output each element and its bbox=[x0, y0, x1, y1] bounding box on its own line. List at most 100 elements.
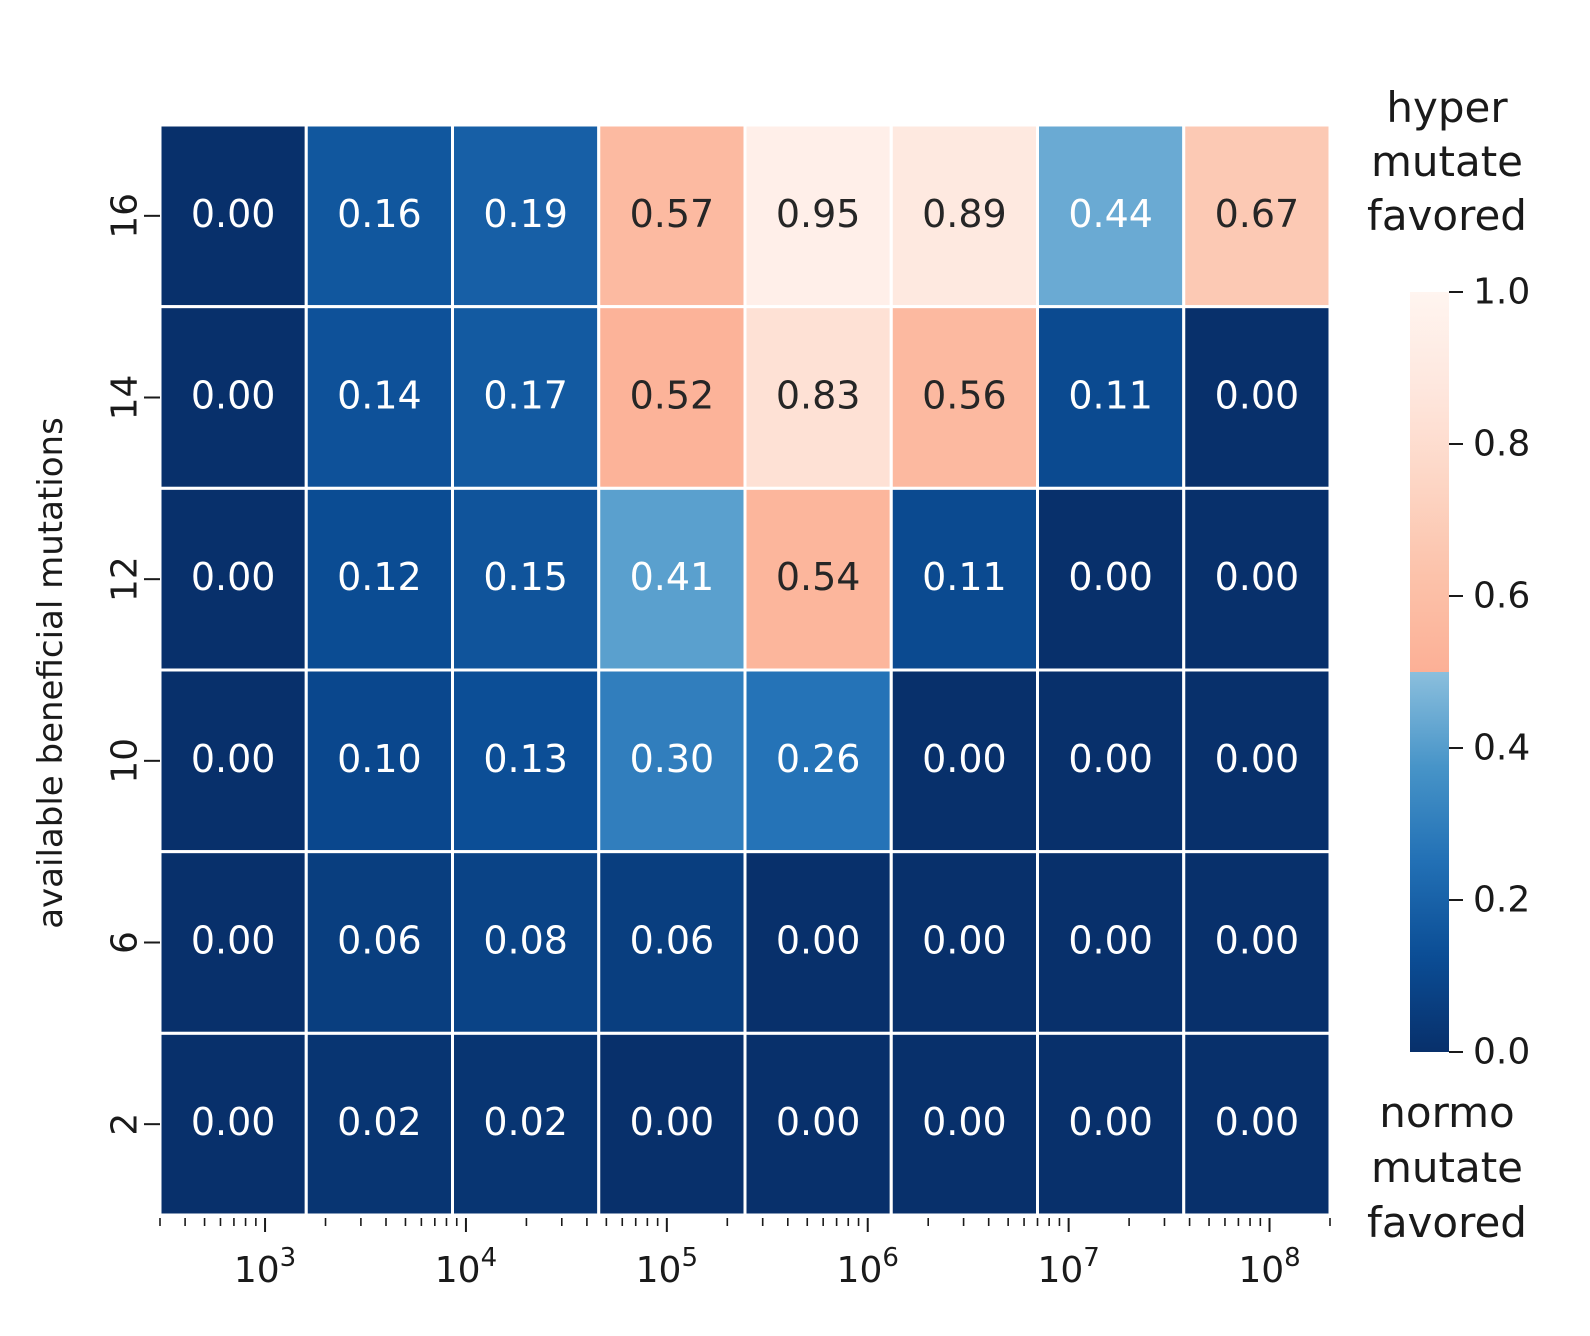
heatmap-cell bbox=[451, 668, 601, 854]
cell-value-label: 0.13 bbox=[483, 737, 568, 781]
colorbar-tick-label: 0.4 bbox=[1473, 728, 1530, 769]
x-tick-label: 108 bbox=[1238, 1243, 1300, 1291]
cell-value-label: 0.00 bbox=[1068, 919, 1153, 963]
heatmap-cell bbox=[451, 486, 601, 672]
heatmap-cell bbox=[743, 668, 893, 854]
cell-value-label: 0.11 bbox=[1068, 374, 1153, 418]
cell-value-label: 0.00 bbox=[191, 1100, 276, 1144]
cell-value-label: 0.00 bbox=[1215, 737, 1300, 781]
colorbar-tick-label: 0.8 bbox=[1473, 424, 1530, 465]
heatmap-cell bbox=[304, 305, 454, 490]
colorbar-top-label: hyper mutate favored bbox=[1367, 83, 1527, 240]
cell-value-label: 0.41 bbox=[630, 555, 715, 599]
cell-value-label: 0.54 bbox=[776, 555, 861, 599]
cell-value-label: 0.02 bbox=[337, 1100, 422, 1144]
cell-value-label: 0.00 bbox=[776, 919, 861, 963]
colorbar-bottom-label-line1: normo bbox=[1379, 1088, 1514, 1137]
x-tick-label: 107 bbox=[1037, 1243, 1099, 1291]
heatmap-cell bbox=[1182, 1031, 1332, 1217]
y-tick-label: 14 bbox=[105, 375, 146, 421]
heatmap-cell bbox=[743, 486, 893, 672]
colorbar-tick-label: 0.2 bbox=[1473, 880, 1530, 921]
heatmap-cell bbox=[1036, 850, 1186, 1035]
colorbar-bottom-label-line3: favored bbox=[1367, 1198, 1527, 1247]
x-tick-label: 103 bbox=[234, 1243, 296, 1291]
heatmap-cell bbox=[743, 1031, 893, 1217]
colorbar-top-label-line1: hyper bbox=[1386, 83, 1508, 132]
heatmap-cell bbox=[451, 1031, 601, 1217]
cell-value-label: 0.30 bbox=[630, 737, 715, 781]
cell-value-label: 0.00 bbox=[191, 192, 276, 236]
colorbar-tick-label: 1.0 bbox=[1473, 272, 1530, 313]
cell-value-label: 0.06 bbox=[337, 919, 422, 963]
heatmap-cell bbox=[1036, 486, 1186, 672]
heatmap-cell bbox=[158, 1031, 308, 1217]
heatmap-cell bbox=[1036, 668, 1186, 854]
cell-value-label: 0.56 bbox=[922, 374, 1007, 418]
cell-value-label: 0.44 bbox=[1068, 192, 1153, 236]
heatmap-cell bbox=[1182, 305, 1332, 490]
cell-value-label: 0.10 bbox=[337, 737, 422, 781]
y-tick-label: 16 bbox=[105, 193, 146, 239]
heatmap-cell bbox=[889, 1031, 1039, 1217]
colorbar-bar bbox=[1410, 292, 1449, 1052]
cell-value-label: 0.00 bbox=[1215, 919, 1300, 963]
x-tick-label: 106 bbox=[837, 1243, 899, 1291]
cell-value-label: 0.08 bbox=[483, 919, 568, 963]
cell-value-label: 0.02 bbox=[483, 1100, 568, 1144]
cell-value-label: 0.16 bbox=[337, 192, 422, 236]
cell-value-label: 0.12 bbox=[337, 555, 422, 599]
heatmap-cells: 0.00 0.16 0.19 0.57 0.95 0.89 0.44 0.67 0.00 0.14… bbox=[158, 123, 1332, 1217]
heatmap-cell bbox=[304, 123, 454, 309]
y-tick-label: 2 bbox=[105, 1113, 146, 1136]
cell-value-label: 0.00 bbox=[922, 737, 1007, 781]
cell-value-label: 0.89 bbox=[922, 192, 1007, 236]
heatmap-cell bbox=[1036, 1031, 1186, 1217]
heatmap-cell bbox=[1182, 850, 1332, 1035]
colorbar-bottom-label-line2: mutate bbox=[1371, 1143, 1523, 1192]
x-axis: 103 104 105 106 107 108 bbox=[159, 1218, 1331, 1291]
cell-value-label: 0.00 bbox=[1068, 737, 1153, 781]
cell-value-label: 0.19 bbox=[483, 192, 568, 236]
cell-value-label: 0.11 bbox=[922, 555, 1007, 599]
cell-value-label: 0.00 bbox=[1215, 374, 1300, 418]
colorbar-tick-label: 0.6 bbox=[1473, 576, 1530, 617]
cell-value-label: 0.83 bbox=[776, 374, 861, 418]
heatmap-cell bbox=[889, 305, 1039, 490]
cell-value-label: 0.00 bbox=[922, 919, 1007, 963]
cell-value-label: 0.57 bbox=[630, 192, 715, 236]
cell-value-label: 0.06 bbox=[630, 919, 715, 963]
colorbar-top-label-line2: mutate bbox=[1371, 137, 1523, 186]
heatmap-cell bbox=[597, 668, 747, 854]
colorbar: 0.0 0.2 0.4 0.6 0.8 1.0 bbox=[1410, 272, 1530, 1073]
heatmap-cell bbox=[889, 486, 1039, 672]
y-axis: 16 14 12 10 6 2 bbox=[105, 193, 160, 1136]
colorbar-bottom-label: normo mutate favored bbox=[1367, 1088, 1527, 1247]
cell-value-label: 0.14 bbox=[337, 374, 422, 418]
cell-value-label: 0.00 bbox=[1068, 555, 1153, 599]
heatmap-cell bbox=[304, 486, 454, 672]
cell-value-label: 0.00 bbox=[1068, 1100, 1153, 1144]
y-tick-label: 10 bbox=[105, 738, 146, 784]
heatmap-cell bbox=[743, 850, 893, 1035]
cell-value-label: 0.67 bbox=[1215, 192, 1300, 236]
cell-value-label: 0.00 bbox=[191, 555, 276, 599]
heatmap-cell bbox=[597, 850, 747, 1035]
cell-value-label: 0.17 bbox=[483, 374, 568, 418]
cell-value-label: 0.00 bbox=[630, 1100, 715, 1144]
heatmap-cell bbox=[158, 123, 308, 309]
cell-value-label: 0.00 bbox=[1215, 555, 1300, 599]
cell-value-label: 0.26 bbox=[776, 737, 861, 781]
cell-value-label: 0.52 bbox=[630, 374, 715, 418]
heatmap-cell bbox=[889, 123, 1039, 309]
cell-value-label: 0.00 bbox=[191, 737, 276, 781]
cell-value-label: 0.00 bbox=[776, 1100, 861, 1144]
heatmap-cell bbox=[451, 123, 601, 309]
cell-value-label: 0.95 bbox=[776, 192, 861, 236]
y-axis-label: available beneficial mutations bbox=[31, 417, 71, 929]
x-tick-label: 104 bbox=[435, 1243, 497, 1291]
cell-value-label: 0.00 bbox=[922, 1100, 1007, 1144]
cell-value-label: 0.00 bbox=[191, 374, 276, 418]
cell-value-label: 0.00 bbox=[191, 919, 276, 963]
